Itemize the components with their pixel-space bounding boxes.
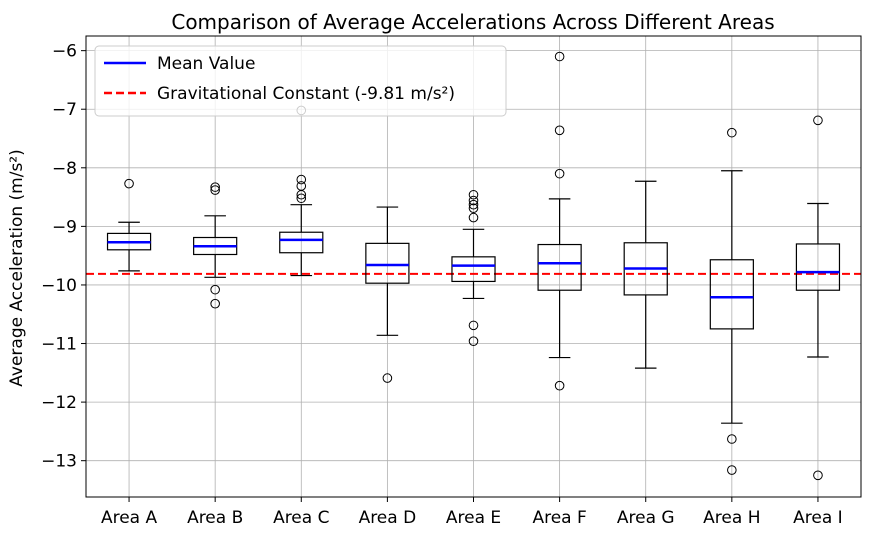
outlier-point (296, 193, 307, 204)
legend-gravity-label: Gravitational Constant (-9.81 m/s²) (157, 84, 455, 104)
y-tick-label: −10 (41, 276, 77, 296)
iqr-box (279, 231, 324, 254)
x-tick-label: Area G (617, 508, 675, 528)
iqr-box (709, 259, 754, 330)
outlier-point (727, 465, 737, 475)
outlier-point (382, 373, 393, 383)
iqr-box (537, 243, 582, 291)
plot-frame (85, 35, 862, 498)
y-tick-label: −13 (41, 452, 77, 472)
outlier-point (727, 127, 737, 138)
outlier-point (468, 203, 479, 214)
iqr-box (365, 242, 410, 284)
box-area-f (537, 51, 582, 391)
y-tick-label: −8 (52, 159, 77, 179)
tick-labels: −6 −7 −8 −9 −10 −11 −12 −13 Area A Area B Area C Ar… (41, 42, 843, 528)
outlier-point (554, 125, 565, 136)
iqr-box (451, 256, 496, 283)
iqr-box (795, 243, 841, 291)
outlier-point (813, 470, 823, 481)
box-area-d (365, 206, 410, 383)
outlier-point (296, 189, 307, 200)
outlier-point (468, 199, 479, 210)
box-area-c (279, 105, 324, 277)
outlier-point (468, 320, 479, 331)
outlier-point (210, 284, 220, 295)
x-tick-label: Area D (359, 508, 417, 528)
outlier-point (554, 380, 565, 391)
outlier-point (296, 174, 307, 185)
box-area-e (451, 189, 496, 346)
y-tick-label: −6 (52, 42, 77, 62)
y-tick-label: −12 (41, 393, 77, 413)
y-tick-label: −7 (52, 100, 77, 120)
x-tick-label: Area B (187, 508, 243, 528)
y-axis-label: Average Acceleration (m/s²) (7, 149, 27, 386)
x-tick-label: Area C (273, 508, 329, 528)
box-area-i (795, 115, 841, 481)
axes (81, 35, 862, 502)
outlier-point (727, 434, 737, 444)
box-area-g (623, 180, 668, 369)
x-tick-label: Area H (703, 508, 760, 528)
x-tick-label: Area E (446, 508, 501, 528)
legend-mean-label: Mean Value (157, 54, 255, 74)
legend: Mean Value Gravitational Constant (-9.81… (94, 45, 507, 117)
y-tick-label: −11 (41, 335, 77, 355)
boxes-layer (106, 51, 841, 481)
outlier-point (468, 195, 479, 206)
outlier-point (468, 212, 479, 223)
x-tick-label: Area I (793, 508, 843, 528)
box-area-h (709, 127, 754, 475)
box-area-b (193, 182, 238, 309)
outlier-point (554, 51, 565, 62)
outlier-point (554, 168, 565, 179)
outlier-point (813, 115, 823, 126)
box-area-a (106, 178, 152, 272)
chart-title: Comparison of Average Accelerations Acro… (171, 10, 774, 34)
outlier-point (124, 178, 134, 189)
outlier-point (210, 182, 220, 192)
outlier-point (468, 336, 479, 346)
outlier-point (468, 189, 479, 200)
outlier-point (210, 185, 220, 195)
x-tick-label: Area A (101, 508, 158, 528)
y-tick-label: −9 (52, 217, 77, 237)
outlier-point (210, 298, 220, 309)
legend-frame (94, 45, 507, 117)
x-tick-label: Area F (532, 508, 586, 528)
